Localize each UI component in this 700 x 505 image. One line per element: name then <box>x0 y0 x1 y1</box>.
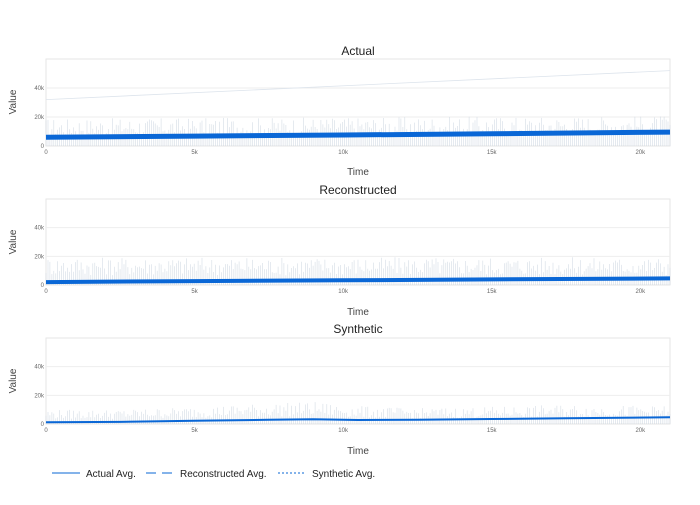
panel-reconstructed: 0 5k 10k 15k 20k 0 20k 40k Reconstructed Time Valu… <box>8 183 671 318</box>
y-tick-label: 0 <box>41 283 45 289</box>
x-tick-label: 0 <box>44 289 48 295</box>
y-tick-label: 20k <box>34 254 45 260</box>
x-tick-label: 10k <box>338 150 349 156</box>
x-tick-label: 5k <box>191 289 198 295</box>
x-tick-label: 20k <box>635 150 646 156</box>
y-tick-label: 40k <box>34 365 45 371</box>
legend-item-label: Reconstructed Avg. <box>180 469 267 480</box>
y-axis-label: Value <box>8 229 19 254</box>
series-band <box>45 402 671 424</box>
x-tick-label: 10k <box>338 289 349 295</box>
y-axis-label: Value <box>8 89 19 114</box>
x-tick-label: 5k <box>191 428 198 434</box>
y-tick-label: 40k <box>34 86 45 92</box>
legend: Actual Avg. Reconstructed Avg. Synthetic A… <box>52 469 375 480</box>
x-axis-label: Time <box>347 167 369 178</box>
y-tick-label: 40k <box>34 226 45 232</box>
x-tick-label: 20k <box>635 289 646 295</box>
panel-title: Reconstructed <box>319 183 396 197</box>
x-tick-label: 0 <box>44 150 48 156</box>
x-tick-label: 5k <box>191 150 198 156</box>
panel-actual: 0 5k 10k 15k 20k 0 20k 40k Actual Time Value <box>8 44 671 178</box>
series-upper-line <box>45 70 671 100</box>
panel-synthetic: 0 5k 10k 15k 20k 0 20k 40k Synthetic Time Value <box>8 322 671 457</box>
panel-title: Actual <box>341 44 374 58</box>
y-tick-label: 0 <box>41 422 45 428</box>
x-tick-label: 15k <box>487 289 498 295</box>
x-tick-label: 10k <box>338 428 349 434</box>
series-average-line <box>45 416 671 424</box>
panel-title: Synthetic <box>333 322 382 336</box>
x-tick-label: 15k <box>487 428 498 434</box>
legend-item-label: Synthetic Avg. <box>312 469 375 480</box>
legend-item-label: Actual Avg. <box>86 469 136 480</box>
series-average-line <box>45 276 671 285</box>
x-tick-label: 0 <box>44 428 48 434</box>
y-tick-label: 20k <box>34 393 45 399</box>
y-tick-label: 20k <box>34 115 45 121</box>
x-tick-label: 20k <box>635 428 646 434</box>
x-axis-label: Time <box>347 307 369 318</box>
x-tick-label: 15k <box>487 150 498 156</box>
y-axis-label: Value <box>8 368 19 393</box>
series-average-line <box>45 129 671 140</box>
x-axis-label: Time <box>347 446 369 457</box>
y-tick-label: 0 <box>41 144 45 150</box>
